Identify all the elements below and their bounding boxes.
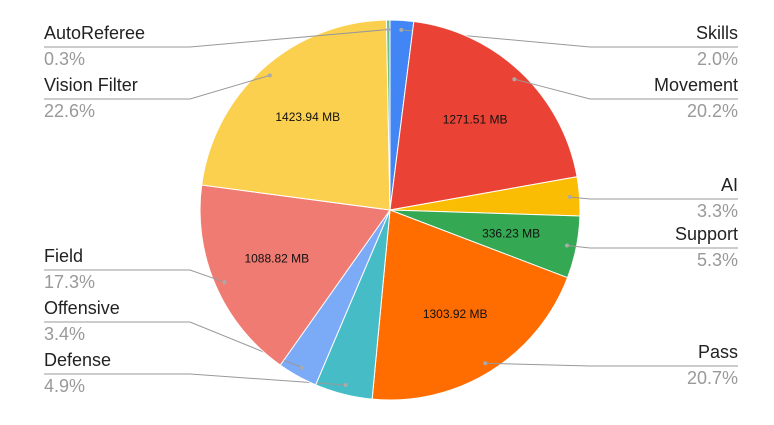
slice-name: Skills [696,23,738,43]
slice-percent: 17.3% [44,272,95,292]
slice-label: 1303.92 MB [423,307,488,321]
slice-name: AutoReferee [44,23,145,43]
slice-percent: 20.7% [687,368,738,388]
leader-line [514,78,738,100]
slice-percent: 3.3% [697,201,738,221]
slice-label: 336.23 MB [482,226,540,240]
leader-line [44,373,346,386]
pie-slice [199,184,391,366]
slice-label: 1271.51 MB [443,113,508,127]
slice-name: Pass [698,342,738,362]
leader-dot [564,243,569,248]
slice-name: Field [44,246,83,266]
leader-dot [568,194,573,199]
slice-percent: 22.6% [44,101,95,121]
leader-line [566,244,738,249]
leader-dot [512,77,517,82]
leader-line [44,29,389,48]
slice-percent: 2.0% [697,49,738,69]
pie-slice [371,209,569,401]
slice-label: 1088.82 MB [244,252,309,266]
slice-percent: 3.4% [44,324,85,344]
leader-dot [222,280,227,285]
slice-name: Vision Filter [44,75,138,95]
slice-name: Movement [654,75,738,95]
leader-dot [267,73,272,78]
slice-percent: 4.9% [44,376,85,396]
pie-slice [385,19,391,211]
leader-dot [300,365,305,370]
slice-label: 1423.94 MB [275,110,340,124]
leader-dot [399,27,404,32]
slice-name: Offensive [44,298,120,318]
pie-slice [389,20,578,211]
slice-name: AI [721,175,738,195]
leader-line [569,196,738,200]
slice-percent: 5.3% [697,250,738,270]
leader-line [485,362,738,367]
slice-percent: 0.3% [44,49,85,69]
slice-name: Defense [44,350,111,370]
pie-slice [201,19,391,211]
leader-line [44,74,270,100]
leader-dot [386,27,391,32]
slice-name: Support [675,224,738,244]
leader-line [44,269,225,283]
leader-dot [343,382,348,387]
slice-percent: 20.2% [687,101,738,121]
leader-dot [483,361,488,366]
